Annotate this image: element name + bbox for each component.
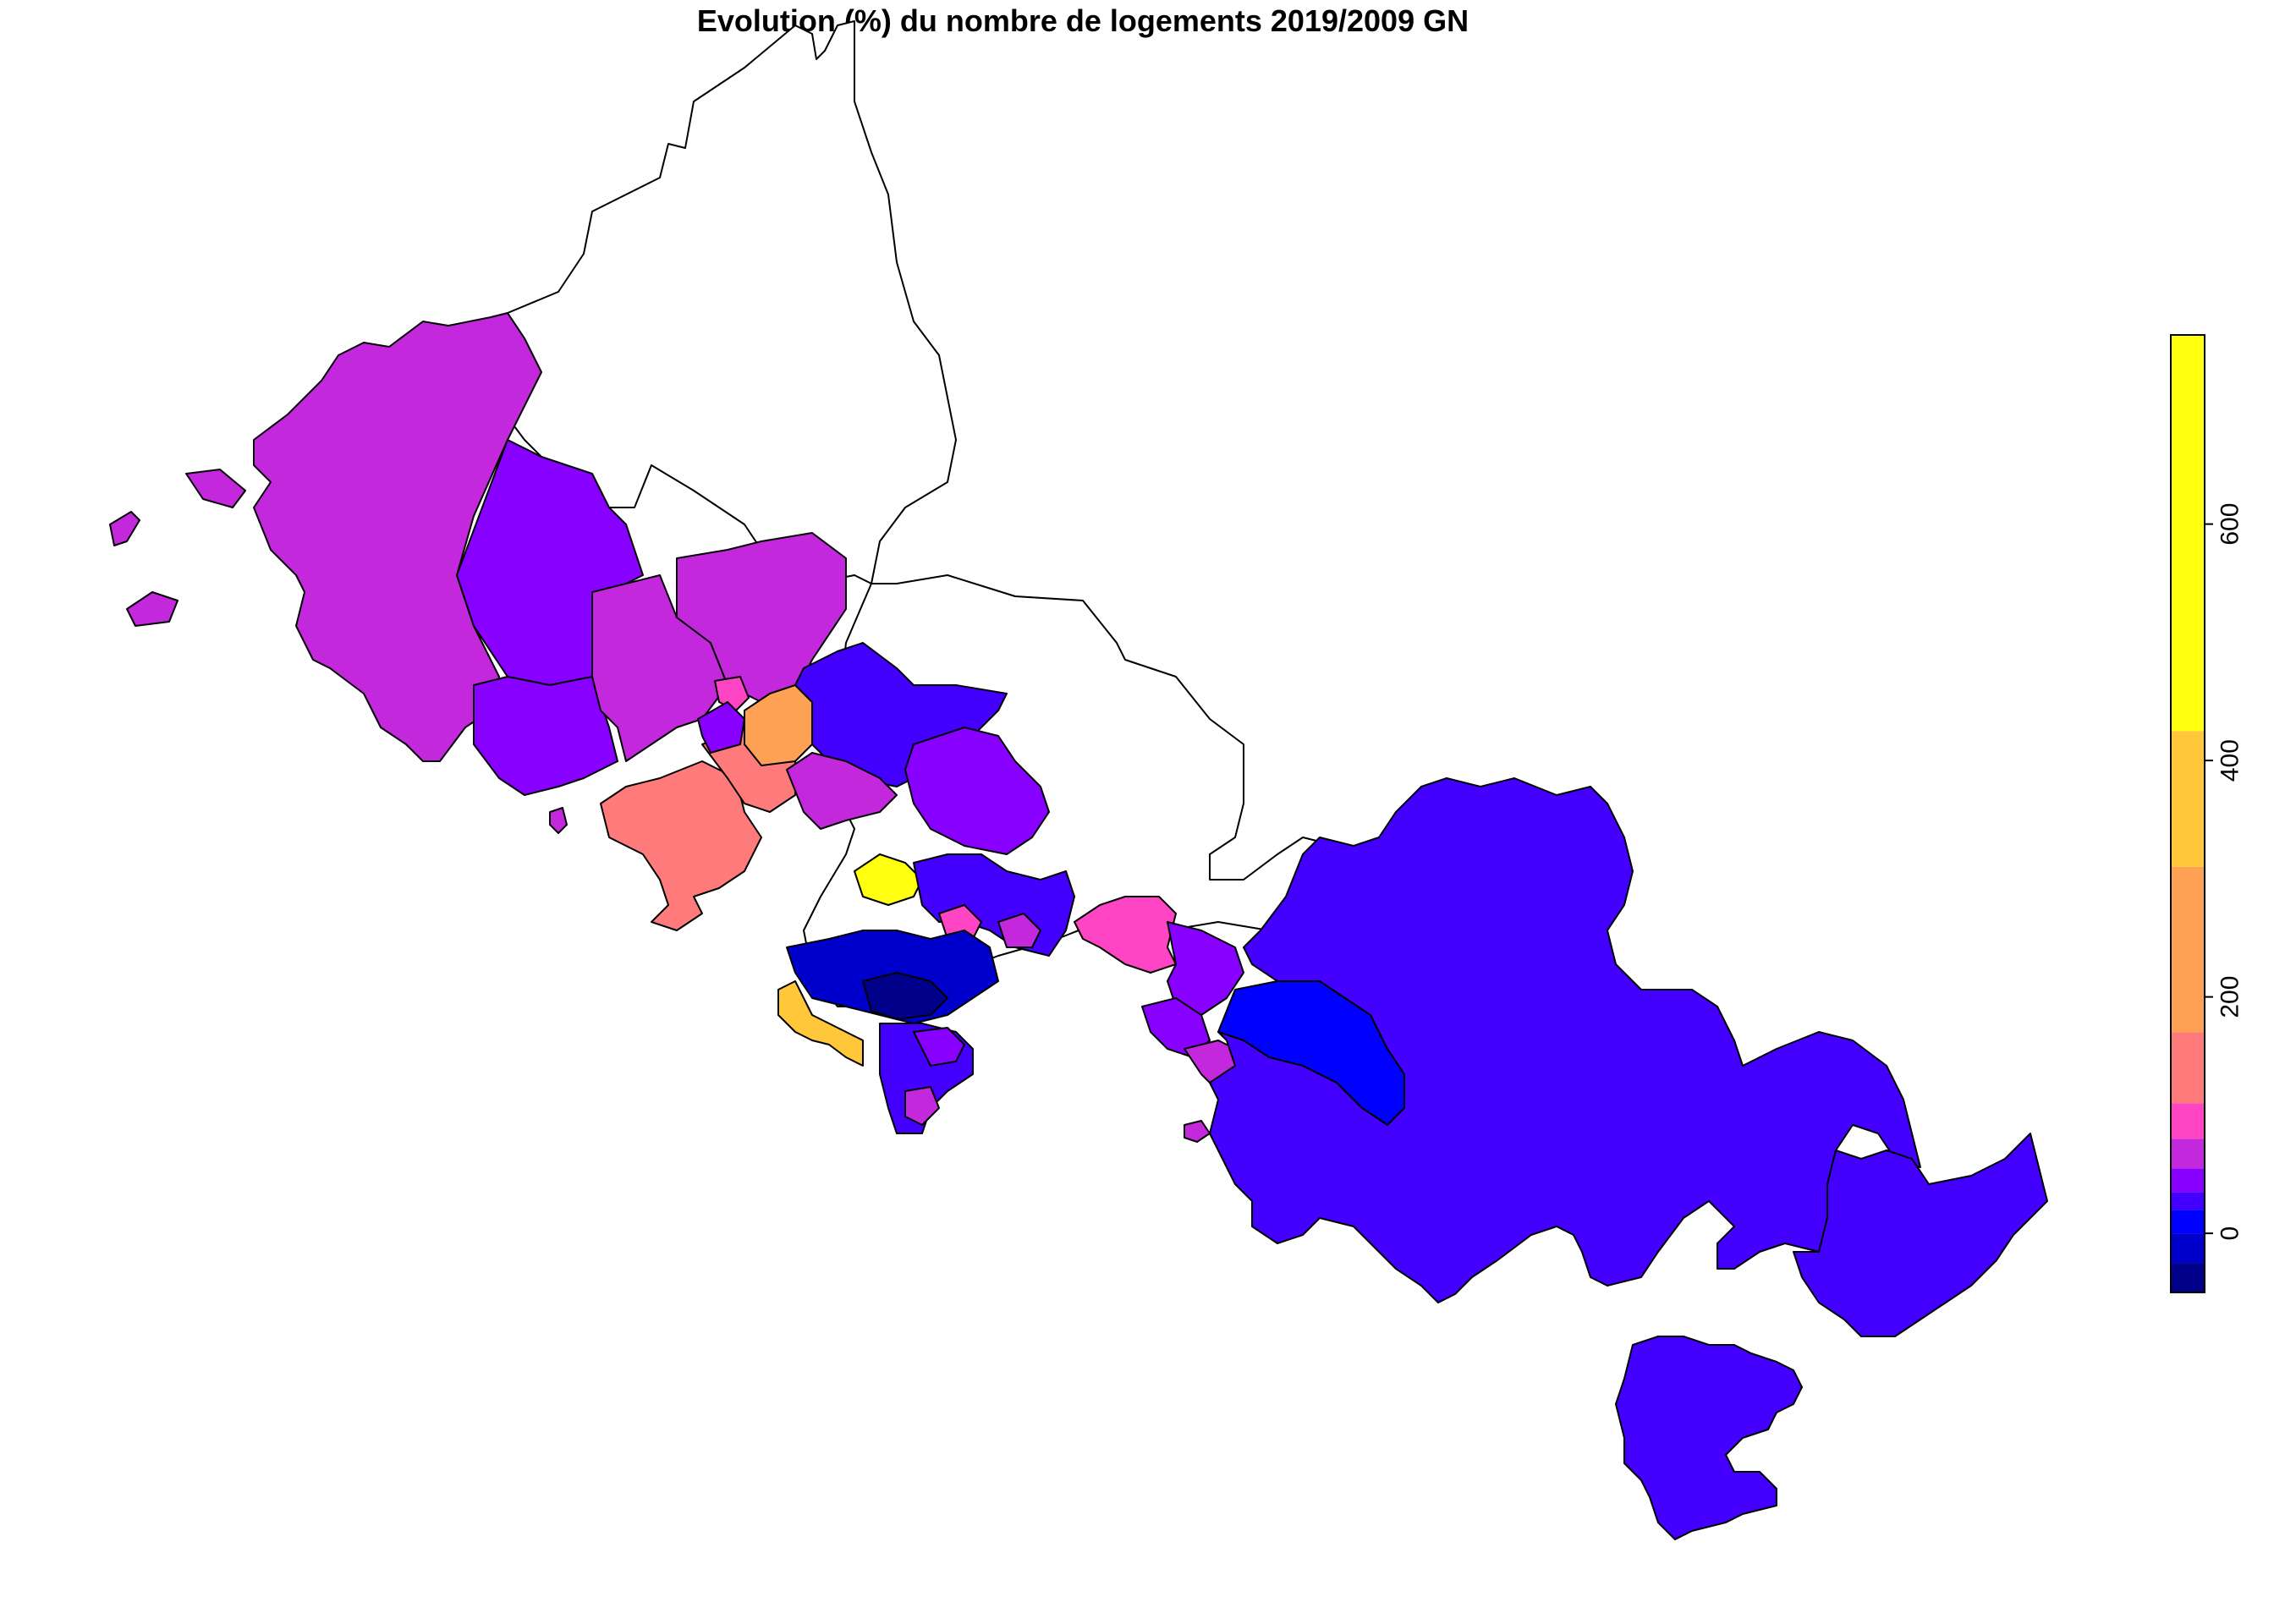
legend-bin-10: [2171, 335, 2205, 732]
legend-tick-label: 600: [2216, 503, 2244, 546]
legend-bin-9: [2171, 731, 2205, 867]
region-central-south-peninsula: [600, 760, 762, 931]
region-central-north-b: [676, 532, 847, 703]
region-far-east-peninsula: [1793, 1133, 2048, 1337]
region-urban-south-magenta: [904, 1086, 940, 1126]
region-central-bay-magenta: [786, 752, 898, 830]
legend-bin-3: [2171, 1192, 2205, 1210]
region-west-islet-1: [109, 511, 140, 546]
legend-tick-label: 400: [2216, 739, 2244, 782]
legend-bin-2: [2171, 1210, 2205, 1234]
legend-bin-8: [2171, 866, 2205, 1033]
region-urban-magenta-b: [997, 913, 1041, 948]
map-title: Evolution (%) du nombre de logements 201…: [696, 3, 1469, 38]
legend-bin-1: [2171, 1233, 2205, 1264]
region-small-islet-pink: [549, 807, 568, 834]
region-central-north-a: [591, 574, 728, 762]
region-urban-core-navy: [862, 972, 948, 1020]
region-south-island: [1615, 1336, 1803, 1540]
region-central-small-pink: [714, 676, 750, 711]
legend-tick-label: 0: [2216, 1226, 2244, 1241]
region-east-violet-a: [1167, 921, 1244, 1016]
region-urban-south-violet: [913, 1027, 965, 1067]
region-north-mountain: [481, 20, 957, 584]
legend-tick-label: 200: [2216, 976, 2244, 1018]
legend-bin-7: [2171, 1032, 2205, 1104]
region-small-islet-south: [1184, 1120, 1211, 1143]
region-west-south: [473, 676, 618, 796]
region-west-islet-2: [126, 591, 179, 627]
legend-bin-5: [2171, 1138, 2205, 1169]
legend-frame: [2170, 334, 2205, 1293]
region-west-islet-3: [185, 469, 246, 508]
legend-bin-0: [2171, 1263, 2205, 1292]
region-east-pink: [1074, 896, 1177, 974]
region-central-east-violet: [904, 727, 1050, 855]
region-central-small-violet: [697, 701, 745, 754]
region-gold-islet: [777, 980, 864, 1067]
legend-bin-6: [2171, 1103, 2205, 1139]
legend-bin-4: [2171, 1168, 2205, 1193]
map-regions: [109, 20, 2048, 1540]
color-legend: 0 200 400 600: [2170, 334, 2244, 1293]
region-east-large: [1209, 777, 1921, 1303]
